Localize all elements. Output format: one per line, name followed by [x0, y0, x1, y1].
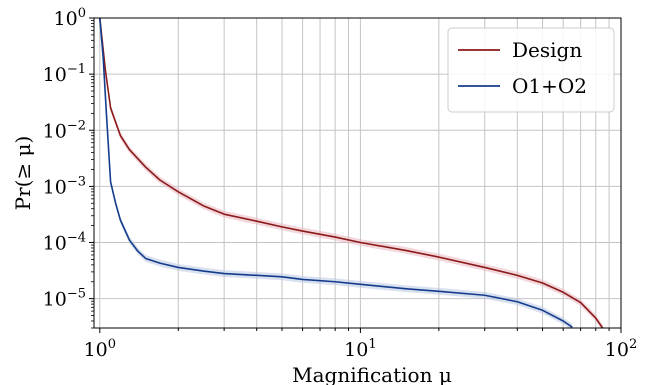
x-tick-label-base: 10	[84, 339, 108, 361]
x-tick-label: 102	[605, 337, 637, 361]
legend-box	[447, 27, 615, 113]
y-tick-label-base: 10	[43, 289, 67, 311]
y-tick-label-exponent: −2	[67, 118, 86, 133]
y-tick-label: 100	[54, 6, 86, 30]
x-tick-label-base: 10	[605, 339, 629, 361]
y-tick-label-exponent: −1	[67, 62, 86, 77]
y-tick-label-exponent: −3	[67, 174, 86, 189]
series-lines	[99, 18, 604, 328]
legend-label: O1+O2	[512, 74, 587, 98]
y-tick-label: 10−4	[43, 231, 86, 255]
series-line-design	[99, 18, 604, 328]
y-tick-label-base: 10	[54, 8, 78, 30]
x-tick-label-exponent: 1	[368, 337, 376, 352]
y-tick-label: 10−1	[43, 62, 86, 86]
y-tick-label-base: 10	[43, 233, 67, 255]
plot-frame	[93, 17, 622, 329]
legend: Design O1+O2	[447, 27, 615, 113]
legend-label: Design	[512, 38, 582, 62]
series-line-o1-o2	[99, 18, 573, 328]
y-tick-label-exponent: 0	[78, 6, 86, 21]
x-tick-label: 100	[84, 337, 116, 361]
y-tick-label: 10−2	[43, 118, 86, 142]
y-tick-label-base: 10	[43, 120, 67, 142]
y-axis-label: Pr(≥ μ)	[11, 136, 35, 211]
x-tick-label-base: 10	[344, 339, 368, 361]
y-tick-label-exponent: −5	[67, 287, 86, 302]
y-tick-label-exponent: −4	[67, 231, 86, 246]
y-tick-label-base: 10	[43, 64, 67, 86]
x-tick-label: 101	[344, 337, 376, 361]
y-tick-label-base: 10	[43, 176, 67, 198]
y-tick-label: 10−5	[43, 287, 86, 311]
y-tick-label: 10−3	[43, 174, 86, 198]
axis-ticks	[89, 17, 622, 333]
x-tick-label-exponent: 0	[108, 337, 116, 352]
x-axis-label: Magnification μ	[292, 363, 452, 385]
x-tick-label-exponent: 2	[629, 337, 637, 352]
